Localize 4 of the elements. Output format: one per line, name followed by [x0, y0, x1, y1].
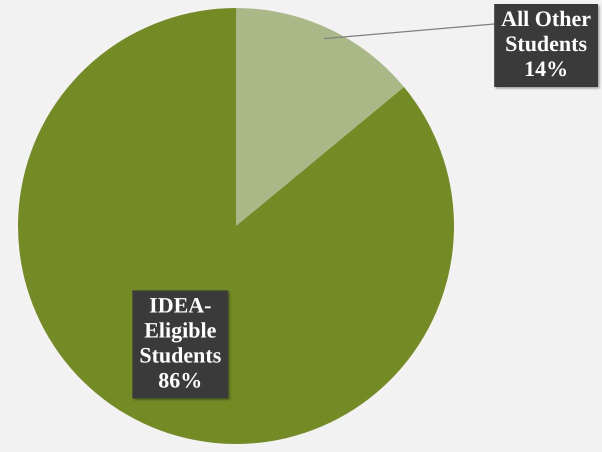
slice-label: All Other Students [501, 6, 592, 56]
data-label: 86% [158, 368, 202, 393]
data-label: 14% [524, 56, 568, 82]
slice-label: IDEA-Eligible Students [139, 292, 222, 368]
